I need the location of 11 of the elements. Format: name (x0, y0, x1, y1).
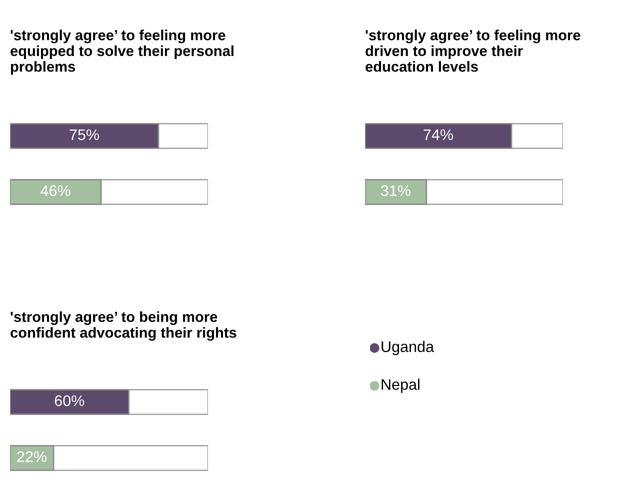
chart-title: 'strongly agree’ to feeling more driven to improve their education levels (366, 30, 580, 72)
data-label: 60% (54, 395, 84, 406)
data-label: 75% (70, 129, 99, 140)
data-label: 22% (17, 451, 47, 462)
data-label: 31% (380, 185, 410, 196)
data-label: 74% (424, 129, 454, 140)
data-label: 46% (40, 185, 70, 196)
chart-title: 'strongly agree’ to feeling more equipped to solve their personal problems (10, 30, 234, 75)
text: Uganda (382, 340, 434, 356)
chart-title: 'strongly agree’ to being more confident advocating their rights (10, 311, 236, 341)
text: Nepal (382, 378, 420, 393)
